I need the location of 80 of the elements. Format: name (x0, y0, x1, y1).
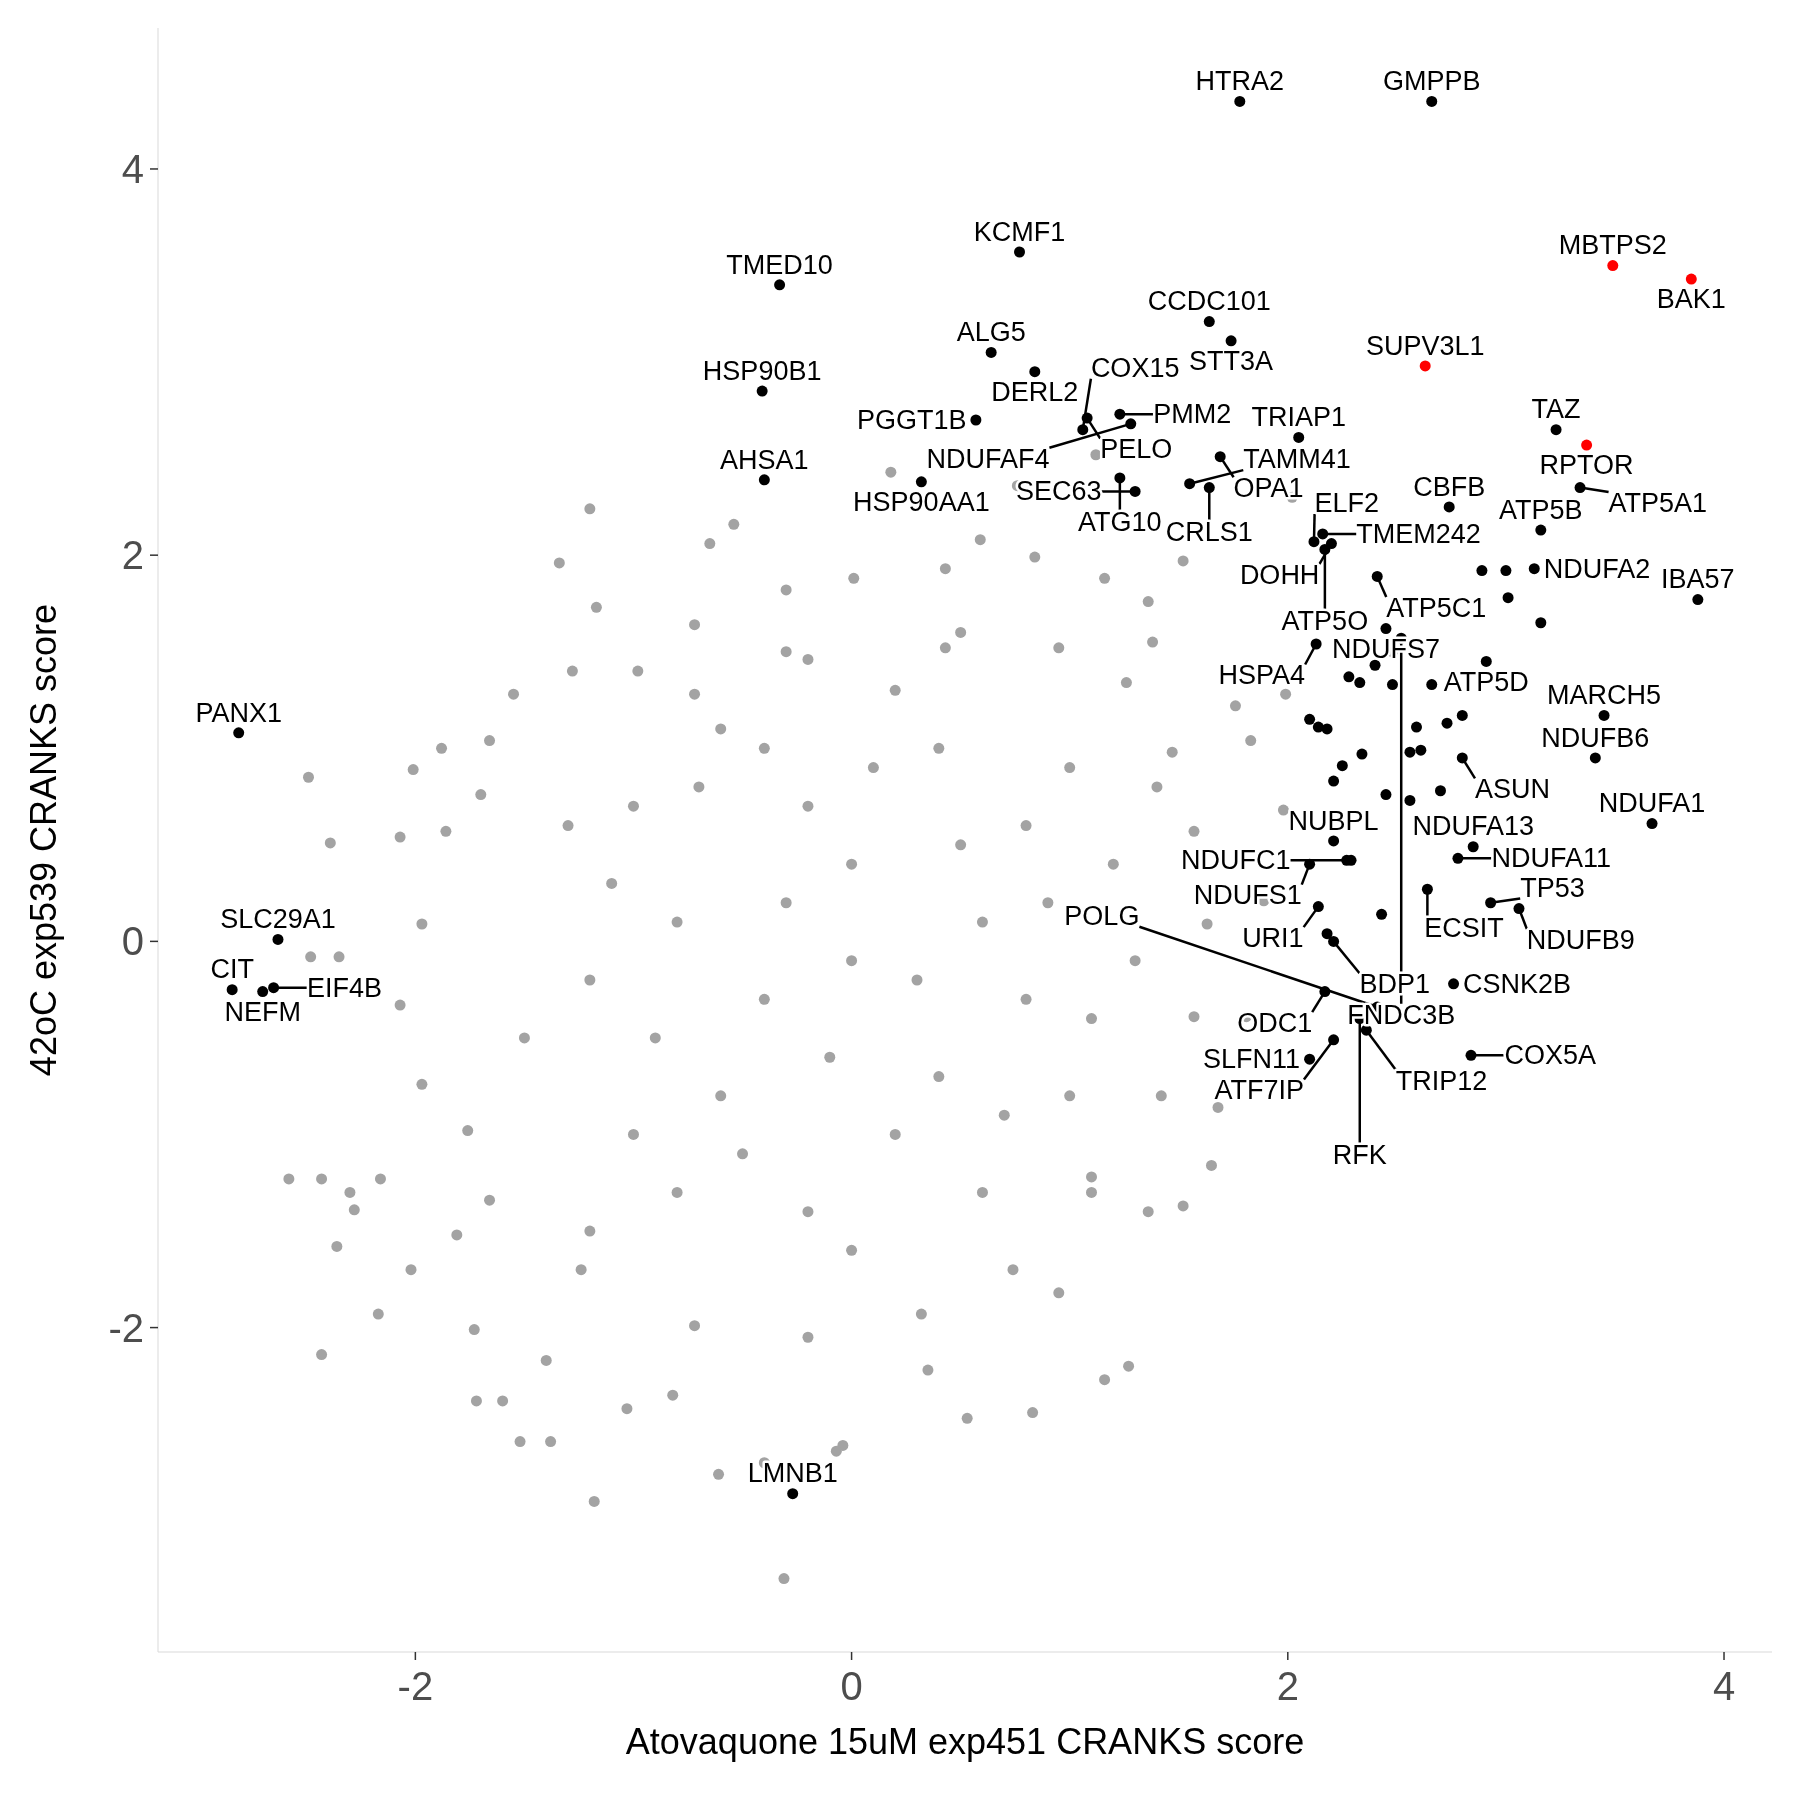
annotation: ATP5O (1281, 605, 1369, 636)
annotation: TAZ (1531, 394, 1581, 425)
annotation: MBTPS2 (1558, 230, 1667, 261)
annotation: NUBPL (1288, 805, 1379, 836)
annotation: EIF4B (307, 972, 383, 1003)
annotation: TMED10 (726, 249, 833, 280)
annotation: TP53 (1520, 872, 1585, 903)
annotation: ECSIT (1424, 912, 1504, 943)
annotation: IBA57 (1661, 564, 1735, 595)
annotation: GMPPB (1382, 66, 1481, 97)
y-tick-label: 0 (121, 919, 144, 964)
annotation: COX15 (1090, 352, 1180, 383)
annotation: HSPA4 (1218, 660, 1306, 691)
annotation: ATP5C1 (1386, 592, 1487, 623)
annotation: ASUN (1474, 774, 1550, 805)
annotation: TAMM41 (1243, 444, 1351, 475)
annotation: ATP5A1 (1608, 487, 1708, 518)
annotation: NDUFAF4 (926, 443, 1050, 474)
annotation: NDUFS1 (1193, 880, 1302, 911)
annotation: ATP5D (1443, 666, 1529, 697)
annotation: NDUFB6 (1541, 722, 1650, 753)
annotation: TRIP12 (1395, 1065, 1488, 1096)
annotation: COX5A (1504, 1040, 1597, 1071)
annotation: HSP90B1 (702, 355, 822, 386)
annotation: NDUFA13 (1412, 811, 1534, 842)
point (1607, 260, 1619, 272)
annotation: MARCH5 (1547, 680, 1662, 711)
annotation: CBFB (1413, 471, 1486, 502)
annotation: PANX1 (195, 697, 282, 728)
annotation: RPTOR (1539, 450, 1634, 481)
annotation: PGGT1B (856, 405, 967, 435)
point (1581, 439, 1593, 451)
point (1419, 360, 1431, 372)
x-tick-label: 0 (840, 1664, 863, 1708)
annotation: RFK (1332, 1139, 1387, 1170)
x-tick-label: -2 (397, 1664, 434, 1708)
annotation: LMNB1 (747, 1458, 838, 1489)
annotation: AHSA1 (720, 444, 809, 475)
point (1685, 273, 1697, 285)
annotation: SLFN11 (1203, 1044, 1301, 1075)
annotation: BAK1 (1656, 284, 1726, 315)
annotation: SUPV3L1 (1365, 330, 1485, 361)
x-axis-title: Atovaquone 15uM exp451 CRANKS score (625, 1721, 1305, 1762)
y-tick-label: 4 (121, 146, 144, 191)
annotation: PMM2 (1153, 399, 1232, 430)
annotation: OPA1 (1233, 473, 1304, 504)
annotation: NDUFC1 (1181, 845, 1291, 876)
annotation: NEFM (224, 996, 301, 1027)
annotation: ELF2 (1314, 488, 1380, 519)
y-axis-title: 42oC exp539 CRANKS score (23, 603, 64, 1077)
annotation: HSP90AA1 (853, 487, 990, 518)
annotation: HTRA2 (1195, 66, 1285, 97)
y-tick-label: -2 (108, 1305, 144, 1350)
annotation: SEC63 (1016, 476, 1102, 507)
annotation: CSNK2B (1463, 968, 1572, 999)
annotation: PELO (1100, 434, 1173, 465)
annotation: DOHH (1239, 559, 1320, 590)
x-tick-label: 2 (1276, 1664, 1299, 1708)
annotation: NDUFA1 (1598, 788, 1706, 819)
annotation: KCMF1 (973, 216, 1066, 247)
annotation: NDUFA11 (1491, 843, 1611, 874)
annotation: NDUFA2 (1543, 553, 1651, 584)
annotation: TRIAP1 (1251, 402, 1346, 433)
annotation: ODC1 (1237, 1007, 1313, 1038)
annotation: DERL2 (991, 377, 1079, 408)
annotation: ATP5B (1499, 494, 1583, 525)
annotation: STT3A (1189, 346, 1274, 377)
annotation: URI1 (1242, 922, 1304, 953)
annotation: CIT (210, 954, 254, 985)
annotation: SLC29A1 (220, 904, 336, 935)
annotation: CCDC101 (1147, 286, 1271, 317)
y-tick-label: 2 (121, 533, 144, 578)
annotation: POLG (1064, 900, 1140, 931)
annotation: TMEM242 (1356, 518, 1481, 549)
x-tick-label: 4 (1712, 1664, 1736, 1708)
annotation: ATF7IP (1214, 1075, 1304, 1106)
annotation: ALG5 (956, 317, 1026, 348)
annotation: ATG10 (1078, 507, 1162, 538)
annotation: NDUFB9 (1526, 924, 1635, 955)
annotation: CRLS1 (1165, 516, 1253, 547)
